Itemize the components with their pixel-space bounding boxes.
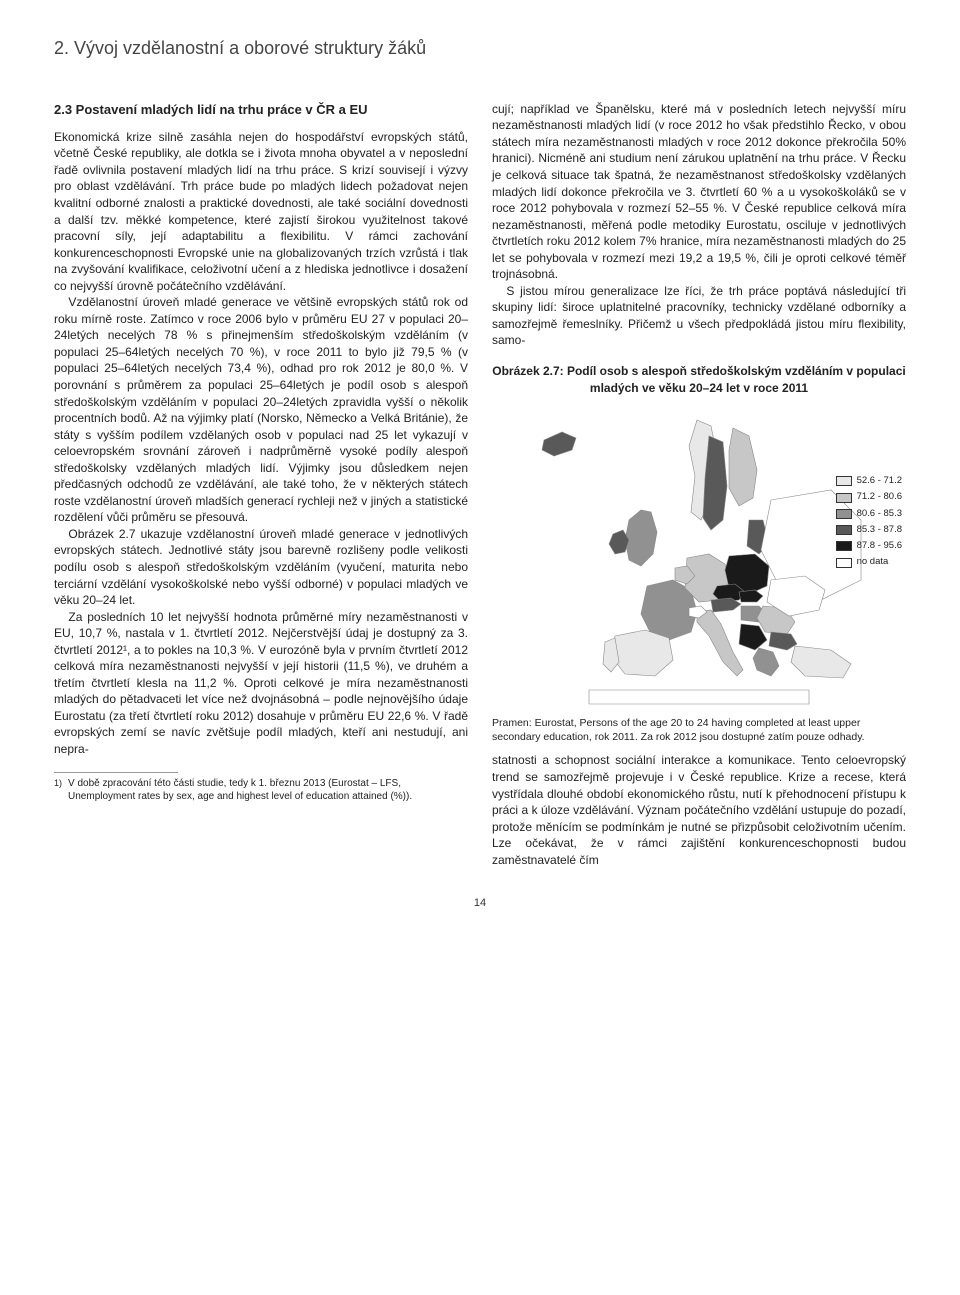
footnote-text: V době zpracování této části studie, ted…: [68, 777, 468, 804]
body-para: Obrázek 2.7 ukazuje vzdělanostní úroveň …: [54, 526, 468, 609]
body-para: Ekonomická krize silně zasáhla nejen do …: [54, 129, 468, 294]
map-region-slovakia: [739, 590, 763, 602]
legend-label: 71.2 - 80.6: [857, 490, 902, 504]
page-number: 14: [54, 896, 906, 911]
map-region-iceland: [542, 432, 576, 456]
map-region-greece: [753, 648, 779, 676]
body-para: S jistou mírou generalizace lze říci, že…: [492, 283, 906, 349]
legend-label: 87.8 - 95.6: [857, 539, 902, 553]
map-region-uk: [625, 510, 657, 566]
body-para: cují; například ve Španělsku, které má v…: [492, 101, 906, 283]
legend-label: 85.3 - 87.8: [857, 523, 902, 537]
map-region-turkey: [791, 646, 851, 678]
chapter-title: 2. Vývoj vzdělanostní a oborové struktur…: [54, 36, 906, 61]
legend-swatch: [836, 476, 852, 486]
map-region-italy: [697, 610, 743, 676]
body-para: Za posledních 10 let nejvyšší hodnota pr…: [54, 609, 468, 758]
map-region-n-africa: [589, 690, 809, 704]
two-column-layout: 2.3 Postavení mladých lidí na trhu práce…: [54, 101, 906, 868]
footnote: 1) V době zpracování této části studie, …: [54, 777, 468, 804]
legend-swatch: [836, 558, 852, 568]
figure-title: Obrázek 2.7: Podíl osob s alespoň středo…: [492, 363, 906, 396]
footnote-marker: 1): [54, 777, 62, 804]
legend-label: 52.6 - 71.2: [857, 474, 902, 488]
map-legend: 52.6 - 71.2 71.2 - 80.6 80.6 - 85.3 85.3 - …: [836, 474, 902, 572]
map-region-spain: [611, 630, 673, 676]
legend-row: 71.2 - 80.6: [836, 490, 902, 504]
legend-row: 80.6 - 85.3: [836, 507, 902, 521]
legend-row: 87.8 - 95.6: [836, 539, 902, 553]
legend-swatch: [836, 509, 852, 519]
legend-row: 52.6 - 71.2: [836, 474, 902, 488]
map-region-bulgaria: [769, 632, 797, 650]
left-column: 2.3 Postavení mladých lidí na trhu práce…: [54, 101, 468, 868]
legend-row: 85.3 - 87.8: [836, 523, 902, 537]
body-para: statnosti a schopnost sociální interakce…: [492, 752, 906, 868]
body-para: Vzdělanostní úroveň mladé generace ve vě…: [54, 294, 468, 526]
legend-swatch: [836, 541, 852, 551]
figure-2-7: Obrázek 2.7: Podíl osob s alespoň středo…: [492, 363, 906, 744]
map-region-finland: [729, 428, 757, 506]
legend-label: 80.6 - 85.3: [857, 507, 902, 521]
legend-swatch: [836, 525, 852, 535]
figure-caption: Pramen: Eurostat, Persons of the age 20 …: [492, 716, 906, 744]
legend-label: no data: [857, 555, 889, 569]
europe-map: 52.6 - 71.2 71.2 - 80.6 80.6 - 85.3 85.3 - …: [492, 400, 906, 710]
footnote-rule: [54, 772, 178, 773]
legend-row: no data: [836, 555, 902, 569]
section-heading: 2.3 Postavení mladých lidí na trhu práce…: [54, 101, 468, 119]
right-column: cují; například ve Španělsku, které má v…: [492, 101, 906, 868]
legend-swatch: [836, 493, 852, 503]
